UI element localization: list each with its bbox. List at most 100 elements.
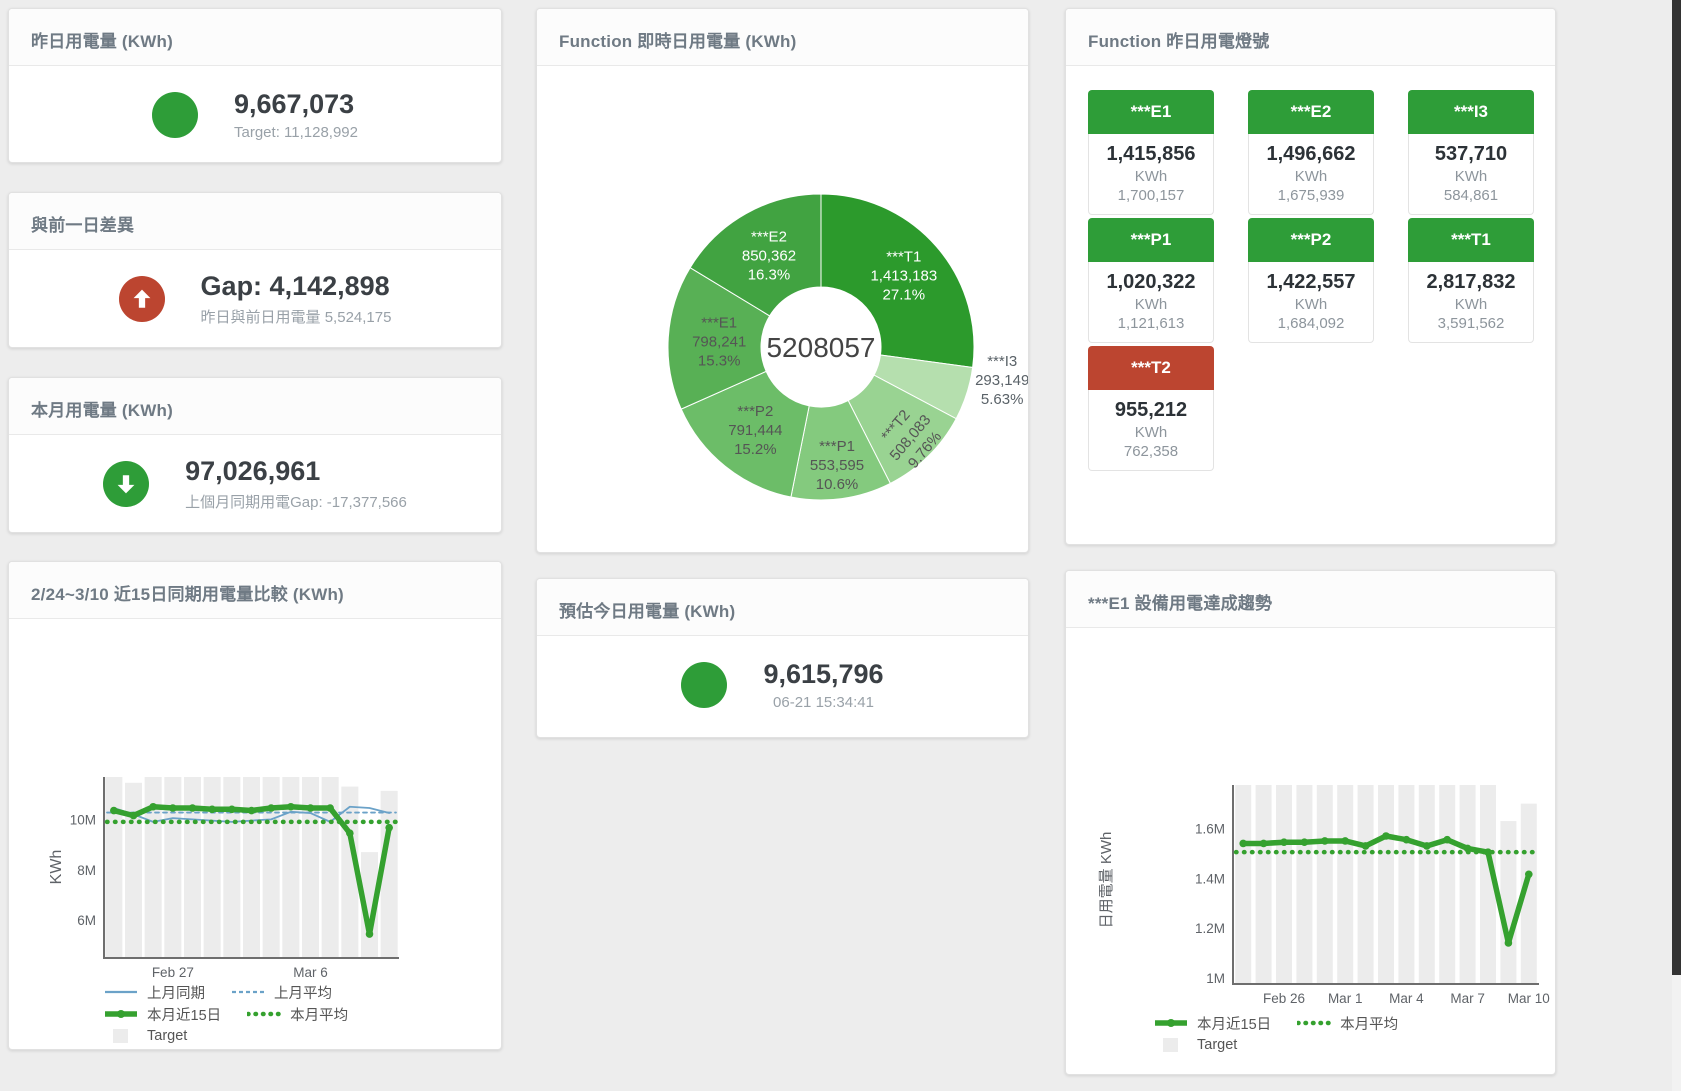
donut-slice-T1 (820, 193, 975, 369)
target-bar (1276, 785, 1292, 984)
target-bar (243, 777, 260, 958)
target-bar (125, 782, 142, 958)
series-point (110, 806, 118, 815)
series-point (247, 806, 256, 815)
series-point (1484, 848, 1492, 856)
donut-slice-label: ***I3 293,149 5.63% (975, 353, 1028, 408)
x-tick-label: Mar 4 (1389, 991, 1424, 1006)
yesterday-usage-header: 昨日用電量 (KWh) (9, 9, 501, 66)
series-point (1423, 842, 1431, 850)
green-status-circle-icon (152, 92, 198, 138)
tile-body: 955,212 KWh 762,358 (1088, 390, 1214, 471)
donut-slice-label: ***P2 791,444 15.2% (728, 403, 782, 458)
tile-value: 1,020,322 (1106, 271, 1196, 293)
light-tile-4: ***P1 1,020,322 KWh 1,121,613 (1088, 218, 1214, 343)
panel-title: 本月用電量 (KWh) (31, 401, 173, 420)
legend-item: 上月同期 (104, 982, 205, 1003)
x-tick-label: Feb 27 (152, 965, 194, 980)
chart-axes (1232, 785, 1539, 985)
tile-name: ***T1 (1408, 218, 1534, 262)
light-tile-5: ***P2 1,422,557 KWh 1,684,092 (1248, 218, 1374, 343)
x-tick-label: Mar 1 (1328, 991, 1363, 1006)
panel-title: 與前一日差異 (31, 216, 135, 235)
legend-item: 本月平均 (247, 1004, 348, 1025)
legend-dashed-swatch-icon (232, 990, 264, 994)
legend-thick-swatch-icon (105, 1010, 137, 1018)
y-tick-label: 8M (77, 863, 96, 878)
tile-unit-label: KWh (1134, 424, 1168, 441)
tile-name: ***P2 (1248, 218, 1374, 262)
series-point (1525, 870, 1533, 879)
chart-axes (103, 777, 399, 959)
legend-line-swatch-icon (105, 990, 137, 994)
tile-body: 2,817,832 KWh 3,591,562 (1408, 262, 1534, 343)
tile-body: 1,496,662 KWh 1,675,939 (1248, 134, 1374, 215)
target-bar (1296, 785, 1313, 984)
compare-chart: 6M 8M 10M Feb 27 Mar 6 KWh (48, 777, 399, 980)
series-point (149, 802, 157, 811)
panel-title: Function 即時日用電量 (KWh) (559, 32, 797, 51)
tile-value: 537,710 (1434, 143, 1508, 165)
series-point (1402, 835, 1411, 844)
target-bar (1316, 785, 1333, 984)
tile-unit-label: KWh (1294, 296, 1328, 313)
x-tick-label: Mar 7 (1450, 991, 1485, 1006)
panel-title: ***E1 設備用電達成趨勢 (1088, 594, 1273, 613)
series-point (1382, 832, 1390, 840)
legend-label: Target (147, 1028, 188, 1044)
month-usage-card: 本月用電量 (KWh) 97,026,961 上個月同期用電Gap: -17,3… (8, 377, 502, 533)
scrollbar-thumb[interactable] (1672, 0, 1681, 975)
series-point (1321, 837, 1329, 845)
target-bar (361, 852, 378, 958)
tile-unit-label: KWh (1294, 168, 1328, 185)
y-axis-label: KWh (48, 850, 65, 885)
trend-chart-header: ***E1 設備用電達成趨勢 (1066, 571, 1555, 628)
legend-item: 本月近15日 (104, 1004, 221, 1025)
target-bar (1418, 785, 1435, 984)
scrollbar-track[interactable] (1672, 0, 1681, 1091)
forecast-header: 預估今日用電量 (KWh) (537, 579, 1028, 636)
donut-slice-label: ***E2 850,362 16.3% (742, 229, 796, 284)
target-bar (1480, 785, 1496, 984)
series-point (188, 804, 197, 812)
tile-value: 955,212 (1114, 399, 1188, 421)
target-bar (1378, 785, 1394, 984)
tile-name: ***I3 (1408, 90, 1534, 134)
tile-unit-label: KWh (1454, 296, 1488, 313)
tile-target-value: 1,684,092 (1277, 315, 1345, 332)
tile-target-value: 1,700,157 (1117, 187, 1185, 204)
series-point (1259, 839, 1268, 848)
x-tick-label: Mar 10 (1508, 991, 1550, 1006)
realtime-donut-panel: Function 即時日用電量 (KWh) ***T1 1,413,183 27.1… (536, 8, 1029, 553)
series-point (1361, 842, 1370, 850)
tile-target-value: 1,675,939 (1277, 187, 1345, 204)
tile-value: 1,415,856 (1106, 143, 1196, 165)
series-point (1341, 837, 1349, 845)
yesterday-usage-card: 昨日用電量 (KWh) 9,667,073 Target: 11,128,992 (8, 8, 502, 163)
target-bar (1337, 785, 1354, 984)
x-tick-label: Feb 26 (1263, 991, 1305, 1006)
series-point (346, 829, 354, 838)
donut-slice-label: ***T1 1,413,183 27.1% (870, 249, 937, 304)
series-point (267, 804, 275, 812)
lights-header: Function 昨日用電燈號 (1066, 9, 1555, 66)
tile-unit-label: KWh (1134, 168, 1168, 185)
light-tile-6: ***T1 2,817,832 KWh 3,591,562 (1408, 218, 1534, 343)
yesterday-usage-value: 9,667,073 (234, 89, 355, 120)
donut-slice-E1 (667, 267, 771, 410)
lights-tiles-grid: ***E1 1,415,856 KWh 1,700,157 ***E2 1,496,662… (1066, 66, 1555, 471)
legend-label: 本月近15日 (147, 1007, 222, 1024)
light-tile-2: ***E2 1,496,662 KWh 1,675,939 (1248, 90, 1374, 215)
light-tile-1: ***E1 1,415,856 KWh 1,700,157 (1088, 90, 1214, 215)
legend-dotted-swatch-icon (247, 1011, 282, 1017)
legend-item: Target (104, 1028, 187, 1044)
target-bar (1357, 785, 1374, 984)
series-point (326, 804, 334, 812)
target-bar (1459, 785, 1476, 984)
month-usage-subtitle: 上個月同期用電Gap: -17,377,566 (185, 493, 407, 511)
series-point (385, 823, 393, 832)
tile-name: ***T2 (1088, 346, 1214, 390)
tile-body: 1,020,322 KWh 1,121,613 (1088, 262, 1214, 343)
legend-box-swatch-icon (1163, 1038, 1178, 1052)
y-tick-label: 1.2M (1195, 921, 1225, 936)
